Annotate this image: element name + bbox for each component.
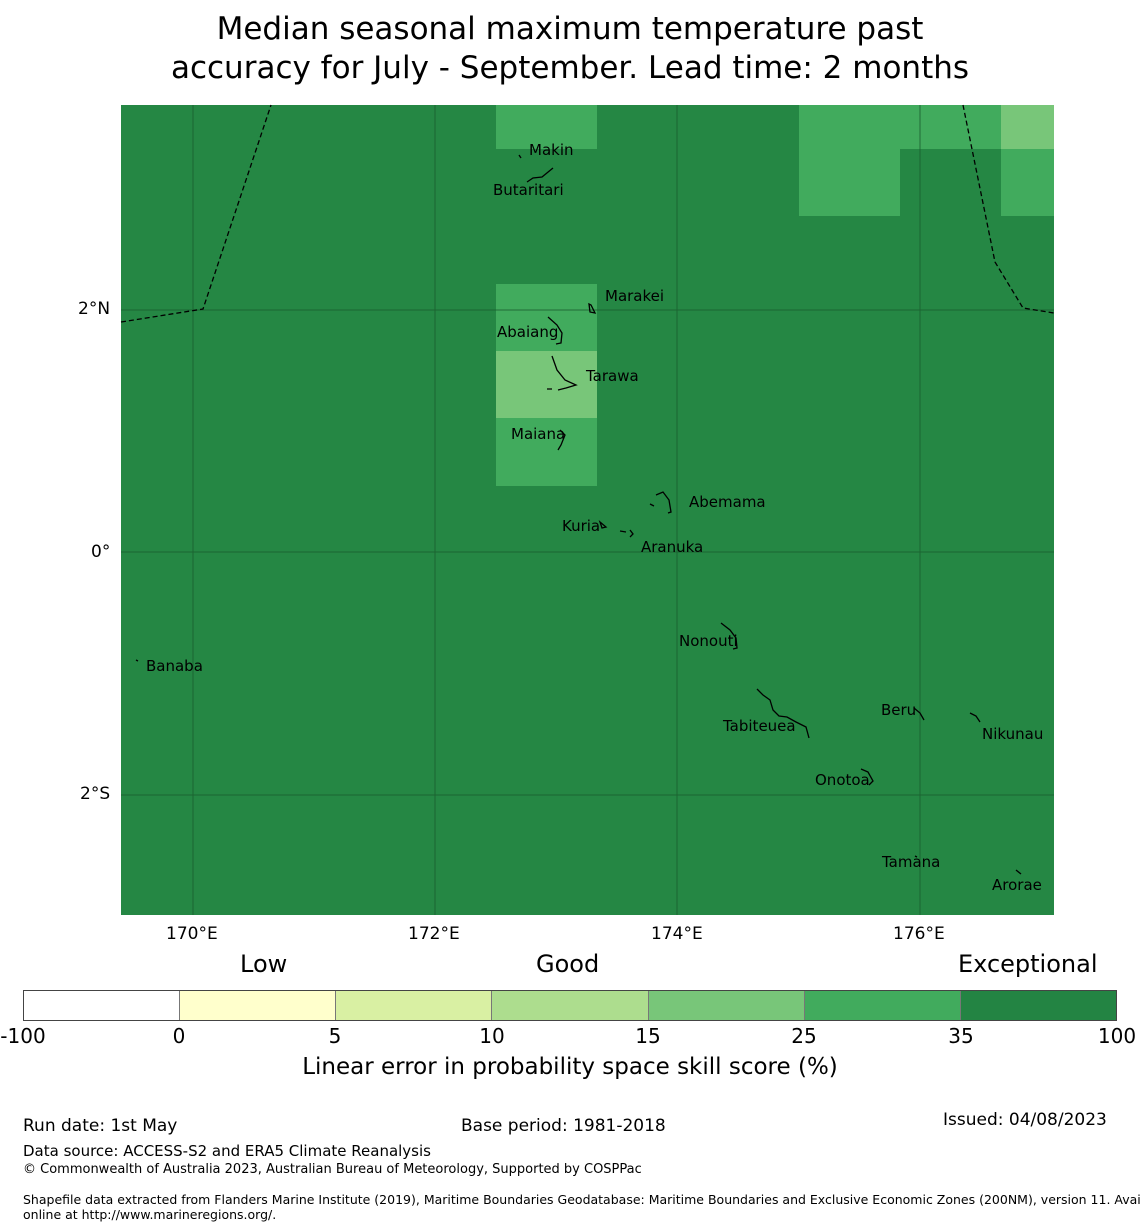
grid-cell	[496, 105, 597, 149]
colorbar-tick: 5	[328, 1024, 342, 1048]
copyright: © Commonwealth of Australia 2023, Austra…	[23, 1162, 642, 1177]
nikunau-outline	[969, 712, 981, 723]
base-period: Base period: 1981-2018	[461, 1116, 666, 1136]
colorbar-ticks: -100 0 5 10 15 25 35 100	[0, 1024, 1136, 1054]
colorbar-segment	[336, 991, 493, 1020]
legend-category-good: Good	[536, 950, 600, 978]
map-background	[121, 105, 1054, 915]
lon-tick-174e: 174°E	[651, 924, 703, 944]
island-label-banaba: Banaba	[146, 657, 203, 675]
legend-category-low: Low	[240, 950, 288, 978]
colorbar-label: Linear error in probability space skill …	[302, 1054, 838, 1080]
island-label-abemama: Abemama	[689, 493, 766, 511]
island-label-butaritari: Butaritari	[493, 181, 564, 199]
tamana-outline	[914, 855, 918, 858]
island-label-kuria: Kuria	[562, 517, 600, 535]
island-outlines	[135, 154, 1022, 875]
colorbar-segment	[804, 991, 961, 1020]
island-label-arorae: Arorae	[992, 876, 1042, 894]
graticule	[121, 105, 1054, 915]
tarawa-outline	[547, 355, 578, 391]
island-label-tabiteuea: Tabiteuea	[722, 717, 796, 735]
grid-cell	[799, 149, 900, 216]
grid-cell	[496, 351, 597, 418]
grid-cell	[496, 418, 597, 486]
grid-cell	[1001, 105, 1054, 149]
island-label-marakei: Marakei	[605, 287, 664, 305]
skill-map: Makin Butaritari Marakei Abaiang Tarawa …	[120, 104, 1055, 915]
colorbar	[23, 990, 1117, 1021]
grid-cell	[1001, 149, 1054, 216]
colorbar-tick: 25	[791, 1024, 817, 1048]
colorbar-segment	[960, 991, 1116, 1020]
banaba-outline	[135, 659, 139, 662]
colorbar-tick: 100	[1097, 1024, 1137, 1048]
nonouti-outline	[720, 622, 738, 650]
island-label-nonouti: Nonouti	[679, 632, 738, 650]
marakei-outline	[588, 302, 597, 314]
beru-outline	[913, 707, 925, 721]
abemama-outline	[649, 491, 672, 514]
colorbar-segment	[648, 991, 805, 1020]
island-label-onotoa: Onotoa	[815, 771, 870, 789]
abaiang-outline	[547, 316, 563, 345]
data-source: Data source: ACCESS-S2 and ERA5 Climate …	[23, 1142, 431, 1160]
lon-tick-170e: 170°E	[166, 924, 218, 944]
tabiteuea-outline	[756, 688, 810, 739]
colorbar-segment	[180, 991, 337, 1020]
colorbar-segment	[492, 991, 649, 1020]
colorbar-tick: -100	[0, 1024, 46, 1048]
lon-tick-172e: 172°E	[408, 924, 460, 944]
map-title: Median seasonal maximum temperature past…	[0, 10, 1140, 88]
island-label-beru: Beru	[881, 701, 916, 719]
island-label-nikunau: Nikunau	[982, 725, 1043, 743]
maiana-outline	[557, 429, 566, 451]
eez-boundaries	[120, 104, 1055, 323]
title-line-2: accuracy for July - September. Lead time…	[170, 50, 970, 86]
island-labels: Makin Butaritari Marakei Abaiang Tarawa …	[146, 141, 1043, 894]
butaritari-outline	[526, 167, 554, 183]
colorbar-tick: 0	[172, 1024, 186, 1048]
island-label-makin: Makin	[529, 141, 574, 159]
island-label-tarawa: Tarawa	[585, 367, 639, 385]
eez-boundary-east	[962, 104, 1055, 314]
shapefile-credit-line-1: Shapefile data extracted from Flanders M…	[23, 1192, 1140, 1207]
eez-boundary-west	[120, 104, 272, 323]
title-line-1: Median seasonal maximum temperature past	[216, 11, 924, 47]
shapefile-credit-line-2: online at http://www.marineregions.org/.	[23, 1207, 277, 1222]
island-label-abaiang: Abaiang	[497, 323, 558, 341]
island-label-maiana: Maiana	[511, 425, 565, 443]
makin-outline	[518, 154, 522, 159]
colorbar-tick: 15	[635, 1024, 661, 1048]
island-label-tamana: Tamana	[881, 853, 940, 871]
kuria-outline	[598, 520, 608, 529]
island-label-aranuka: Aranuka	[641, 538, 703, 556]
lat-tick-2s: 2°S	[80, 784, 111, 804]
lat-tick-2n: 2°N	[78, 299, 111, 319]
lon-tick-176e: 176°E	[893, 924, 945, 944]
colorbar-tick: 10	[479, 1024, 505, 1048]
colorbar-tick: 35	[948, 1024, 974, 1048]
lat-tick-0: 0°	[91, 542, 111, 562]
arorae-outline	[1015, 869, 1022, 875]
legend-category-exceptional: Exceptional	[958, 950, 1098, 978]
run-date: Run date: 1st May	[23, 1116, 178, 1136]
aranuka-outline	[619, 529, 634, 538]
grid-cell	[496, 284, 597, 351]
colorbar-segment	[24, 991, 181, 1020]
onotoa-outline	[860, 768, 874, 786]
grid-cell	[799, 105, 1001, 149]
issued-date: Issued: 04/08/2023	[943, 1110, 1107, 1130]
